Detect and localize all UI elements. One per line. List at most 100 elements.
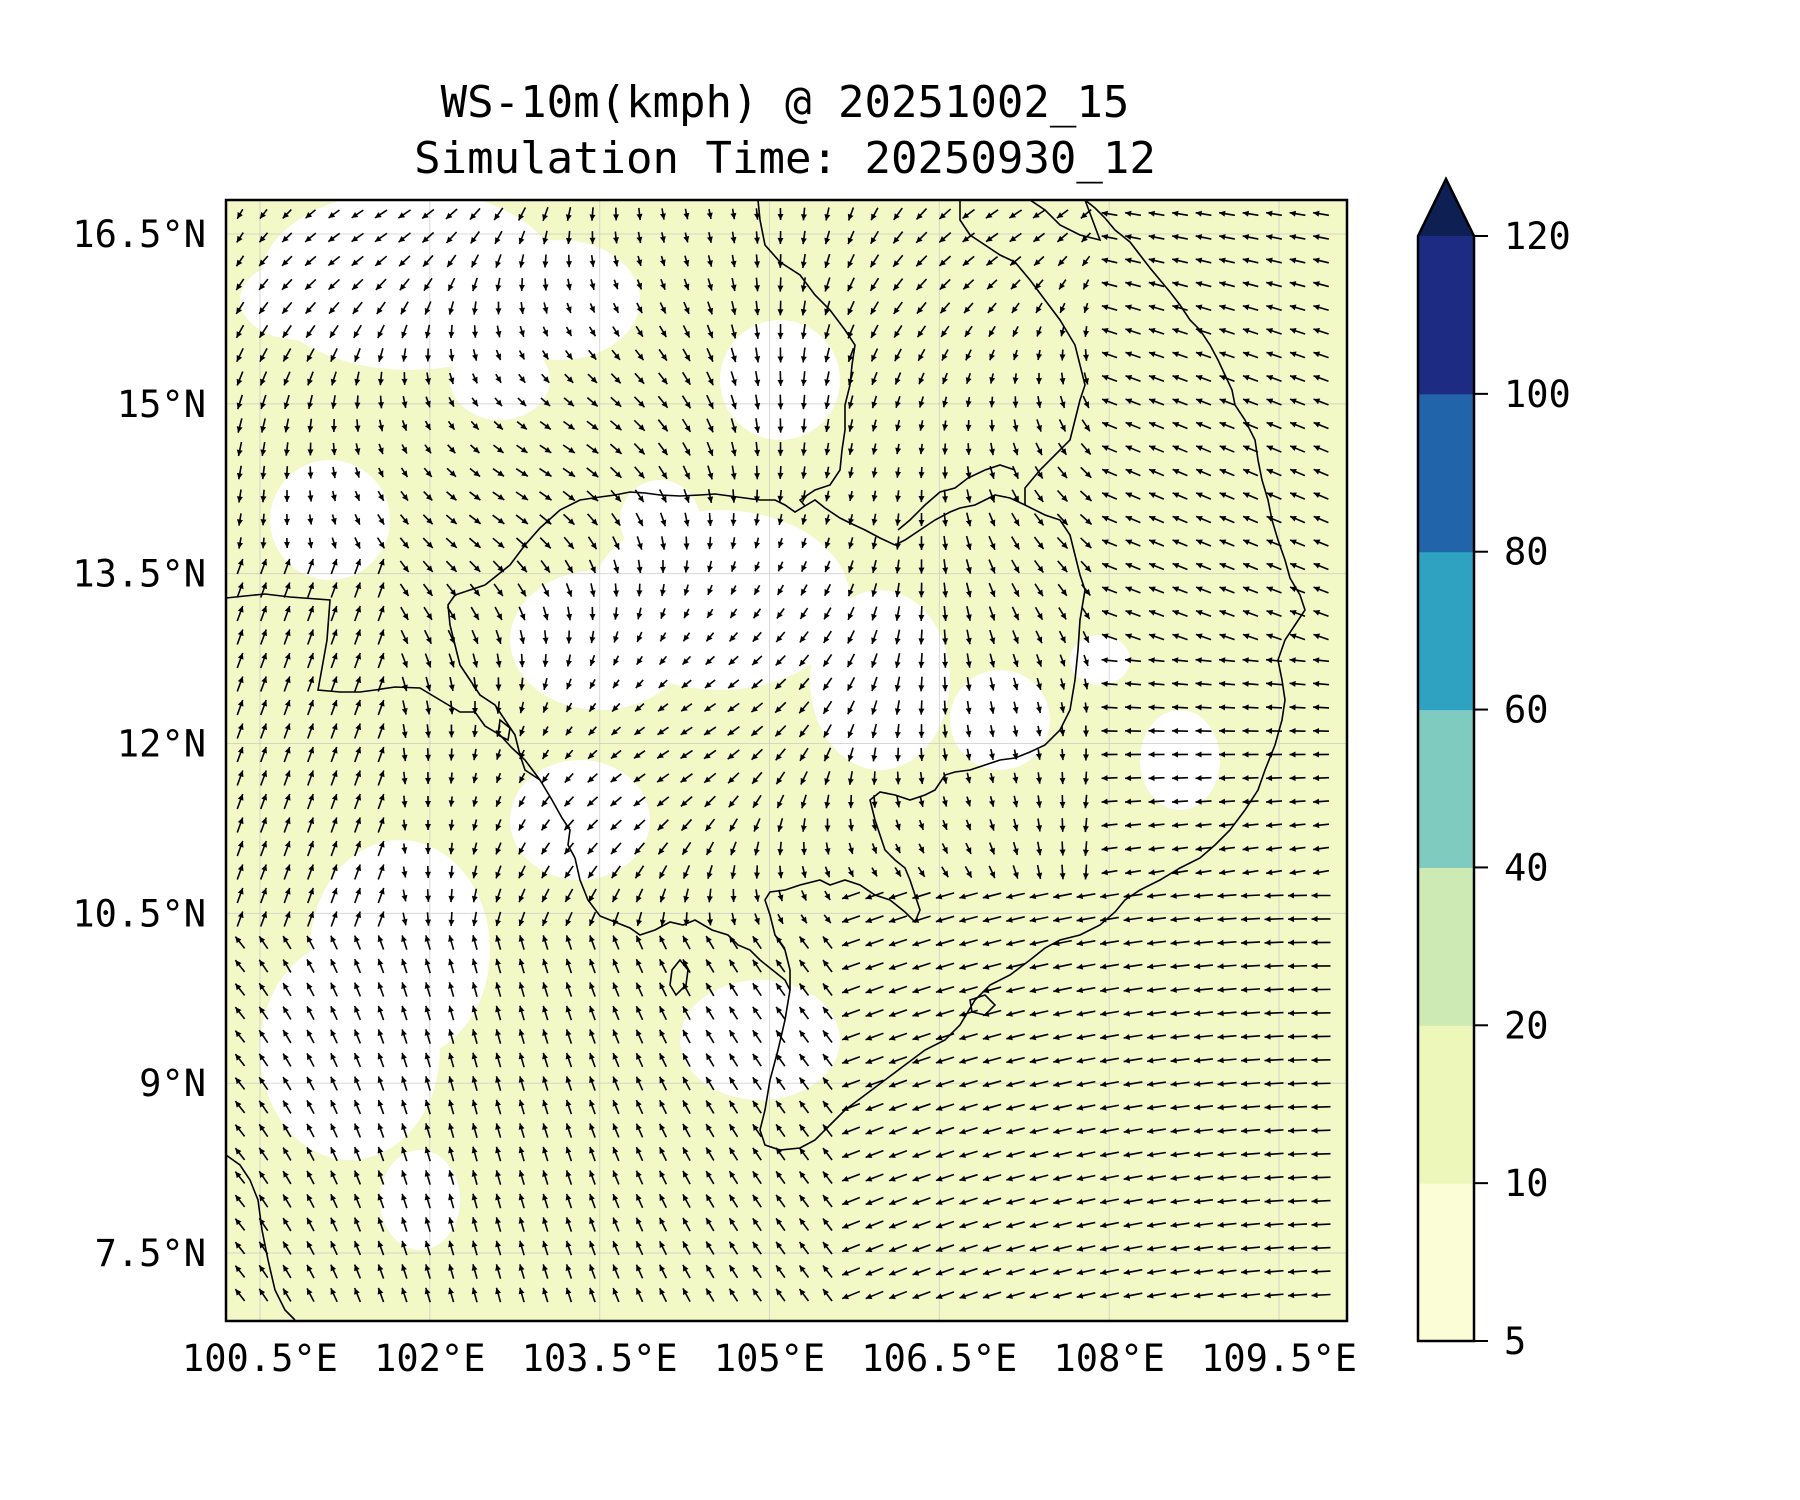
wind-arrow <box>1193 939 1214 946</box>
wind-arrow <box>841 938 861 947</box>
wind-arrow <box>1242 281 1259 288</box>
wind-arrow <box>260 582 268 598</box>
wind-arrow <box>1195 398 1212 406</box>
wind-arrow <box>1287 939 1308 946</box>
x-tick-label: 105°E <box>714 1337 825 1380</box>
colorbar-label: 100 <box>1504 373 1571 416</box>
wind-arrow <box>307 371 314 386</box>
wind-arrow <box>1006 916 1025 923</box>
wind-arrow <box>354 514 361 525</box>
wind-arrow <box>1036 841 1043 856</box>
wind-arrow <box>283 864 291 880</box>
wind-arrow <box>1059 725 1066 737</box>
wind-arrow <box>400 606 409 621</box>
wind-arrow <box>822 936 833 949</box>
wind-arrow <box>965 772 972 784</box>
wind-arrow <box>236 770 244 786</box>
wind-arrow <box>1195 468 1212 477</box>
wind-arrow <box>1012 396 1019 408</box>
wind-arrow <box>494 230 503 245</box>
wind-arrow <box>401 372 408 385</box>
wind-arrow <box>515 514 529 525</box>
wind-arrow <box>260 793 268 810</box>
wind-arrow <box>871 723 878 739</box>
wind-arrow <box>659 512 667 527</box>
wind-arrow <box>1313 281 1329 288</box>
wind-arrow <box>824 418 831 433</box>
wind-arrow <box>871 676 878 692</box>
wind-arrow <box>988 772 995 784</box>
y-tick-label: 13.5°N <box>72 553 206 596</box>
wind-arrow <box>330 582 338 598</box>
wind-arrow <box>888 915 908 923</box>
wind-arrow <box>1218 869 1236 876</box>
wind-arrow <box>847 723 855 739</box>
wind-arrow <box>1148 257 1165 264</box>
wind-arrow <box>1171 775 1189 782</box>
wind-arrow <box>588 702 597 713</box>
wind-arrow <box>848 466 855 479</box>
wind-arrow <box>1146 892 1167 899</box>
wind-arrow <box>659 208 666 220</box>
wind-arrow <box>307 911 315 927</box>
wind-arrow <box>985 232 999 243</box>
wind-arrow <box>1289 374 1306 383</box>
colorbar-segment <box>1418 1183 1474 1342</box>
wind-arrow <box>727 772 740 784</box>
wind-arrow <box>423 606 433 621</box>
wind-arrow <box>354 629 362 645</box>
wind-arrow <box>377 371 384 386</box>
wind-arrow <box>448 819 455 831</box>
wind-arrow <box>942 676 949 692</box>
wind-arrow <box>399 583 410 597</box>
wind-arrow <box>822 654 833 667</box>
wind-arrow <box>1172 257 1188 264</box>
wind-arrow <box>611 702 621 713</box>
wind-arrow <box>610 373 622 384</box>
wind-arrow <box>1172 633 1188 641</box>
wind-arrow <box>425 889 432 902</box>
wind-arrow <box>865 915 884 923</box>
wind-arrow <box>589 630 596 644</box>
wind-arrow <box>401 912 408 926</box>
wind-arrow <box>754 465 761 480</box>
wind-arrow <box>636 302 643 314</box>
wind-arrow <box>824 866 831 878</box>
wind-arrow <box>1195 798 1212 805</box>
wind-arrow <box>801 537 808 549</box>
wind-arrow <box>611 888 621 903</box>
wind-arrow <box>1172 562 1188 571</box>
wind-arrow <box>1312 751 1330 758</box>
wind-arrow <box>237 513 243 526</box>
wind-arrow <box>495 653 502 668</box>
wind-arrow <box>307 676 315 692</box>
wind-arrow <box>1011 302 1020 314</box>
wind-arrow <box>1056 489 1069 503</box>
wind-arrow <box>1059 302 1066 314</box>
wind-arrow <box>354 864 362 880</box>
wind-arrow <box>777 841 784 856</box>
wind-arrow <box>1010 279 1021 290</box>
wind-arrow <box>1311 892 1331 899</box>
wind-arrow <box>1172 328 1188 335</box>
wind-arrow <box>707 912 714 926</box>
wind-arrow <box>260 605 268 622</box>
wind-arrow <box>989 677 996 691</box>
wind-arrow <box>729 818 738 832</box>
wind-arrow <box>400 467 409 478</box>
wind-arrow <box>307 605 315 622</box>
wind-arrow <box>307 817 315 833</box>
wind-arrow <box>965 582 972 598</box>
wind-arrow <box>959 892 978 900</box>
wind-arrow <box>705 655 715 666</box>
wind-arrow <box>589 303 596 313</box>
wind-arrow <box>750 725 764 737</box>
wind-arrow <box>1313 374 1329 383</box>
wind-arrow <box>377 911 385 927</box>
wind-arrow <box>1101 704 1118 711</box>
wind-arrow <box>495 819 502 831</box>
wind-arrow <box>989 819 995 831</box>
wind-arrow <box>1099 893 1120 900</box>
wind-arrow <box>493 583 504 597</box>
wind-arrow <box>894 700 901 715</box>
